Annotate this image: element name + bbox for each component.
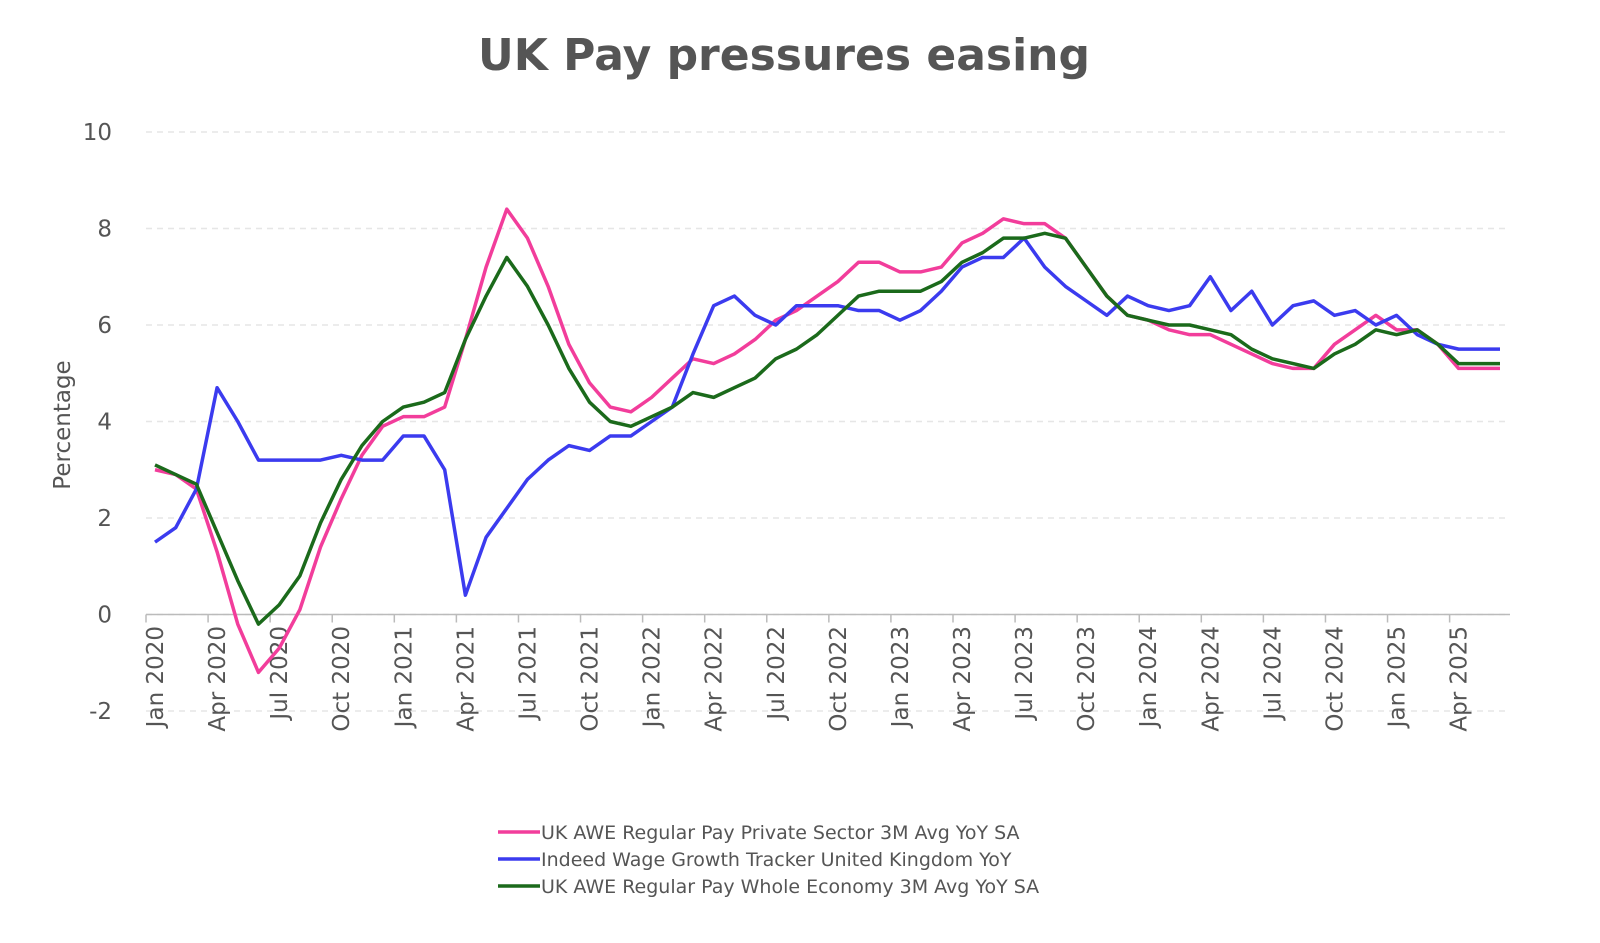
x-tick-label: Jan 2021: [391, 626, 417, 729]
y-tick-label: 0: [97, 603, 112, 629]
x-tick-label: Apr 2021: [453, 626, 479, 732]
legend-label: UK AWE Regular Pay Whole Economy 3M Avg …: [541, 876, 1039, 898]
x-tick-label: Oct 2022: [826, 626, 852, 732]
legend-label: UK AWE Regular Pay Private Sector 3M Avg…: [541, 822, 1020, 844]
y-tick-label: 6: [97, 313, 112, 339]
x-tick-label: Oct 2024: [1322, 626, 1348, 732]
x-tick-label: Jan 2023: [888, 626, 914, 729]
x-tick-label: Oct 2023: [1074, 626, 1100, 732]
x-tick-label: Apr 2025: [1447, 626, 1473, 732]
x-tick-label: Oct 2021: [578, 626, 604, 732]
x-tick-label: Jul 2020: [267, 626, 293, 722]
x-tick-label: Jul 2022: [764, 626, 790, 722]
chart-title: UK Pay pressures easing: [478, 30, 1090, 81]
series-line: [154, 207, 1500, 675]
x-tick-label: Jul 2023: [1012, 626, 1038, 722]
x-tick-label: Apr 2022: [702, 626, 728, 732]
y-axis-label: Percentage: [50, 360, 76, 489]
x-tick-label: Apr 2020: [205, 626, 231, 732]
y-tick-label: 8: [97, 217, 112, 243]
series-line: [154, 231, 1500, 626]
legend-label: Indeed Wage Growth Tracker United Kingdo…: [541, 849, 1012, 871]
y-tick-label: 10: [83, 120, 112, 146]
series-line: [153, 236, 1500, 597]
x-tick-label: Jul 2021: [515, 626, 541, 722]
x-tick-label: Apr 2024: [1198, 626, 1224, 732]
x-tick-label: Jul 2024: [1260, 626, 1286, 722]
x-tick-label: Jan 2022: [640, 626, 666, 729]
x-tick-label: Jan 2020: [143, 626, 169, 729]
y-tick-label: 2: [97, 506, 112, 532]
x-tick-label: Apr 2023: [950, 626, 976, 732]
y-tick-label: -2: [89, 699, 112, 725]
y-tick-label: 4: [97, 410, 112, 436]
x-tick-label: Jan 2024: [1136, 626, 1162, 729]
x-tick-label: Jan 2025: [1385, 626, 1411, 729]
x-tick-label: Oct 2020: [329, 626, 355, 732]
